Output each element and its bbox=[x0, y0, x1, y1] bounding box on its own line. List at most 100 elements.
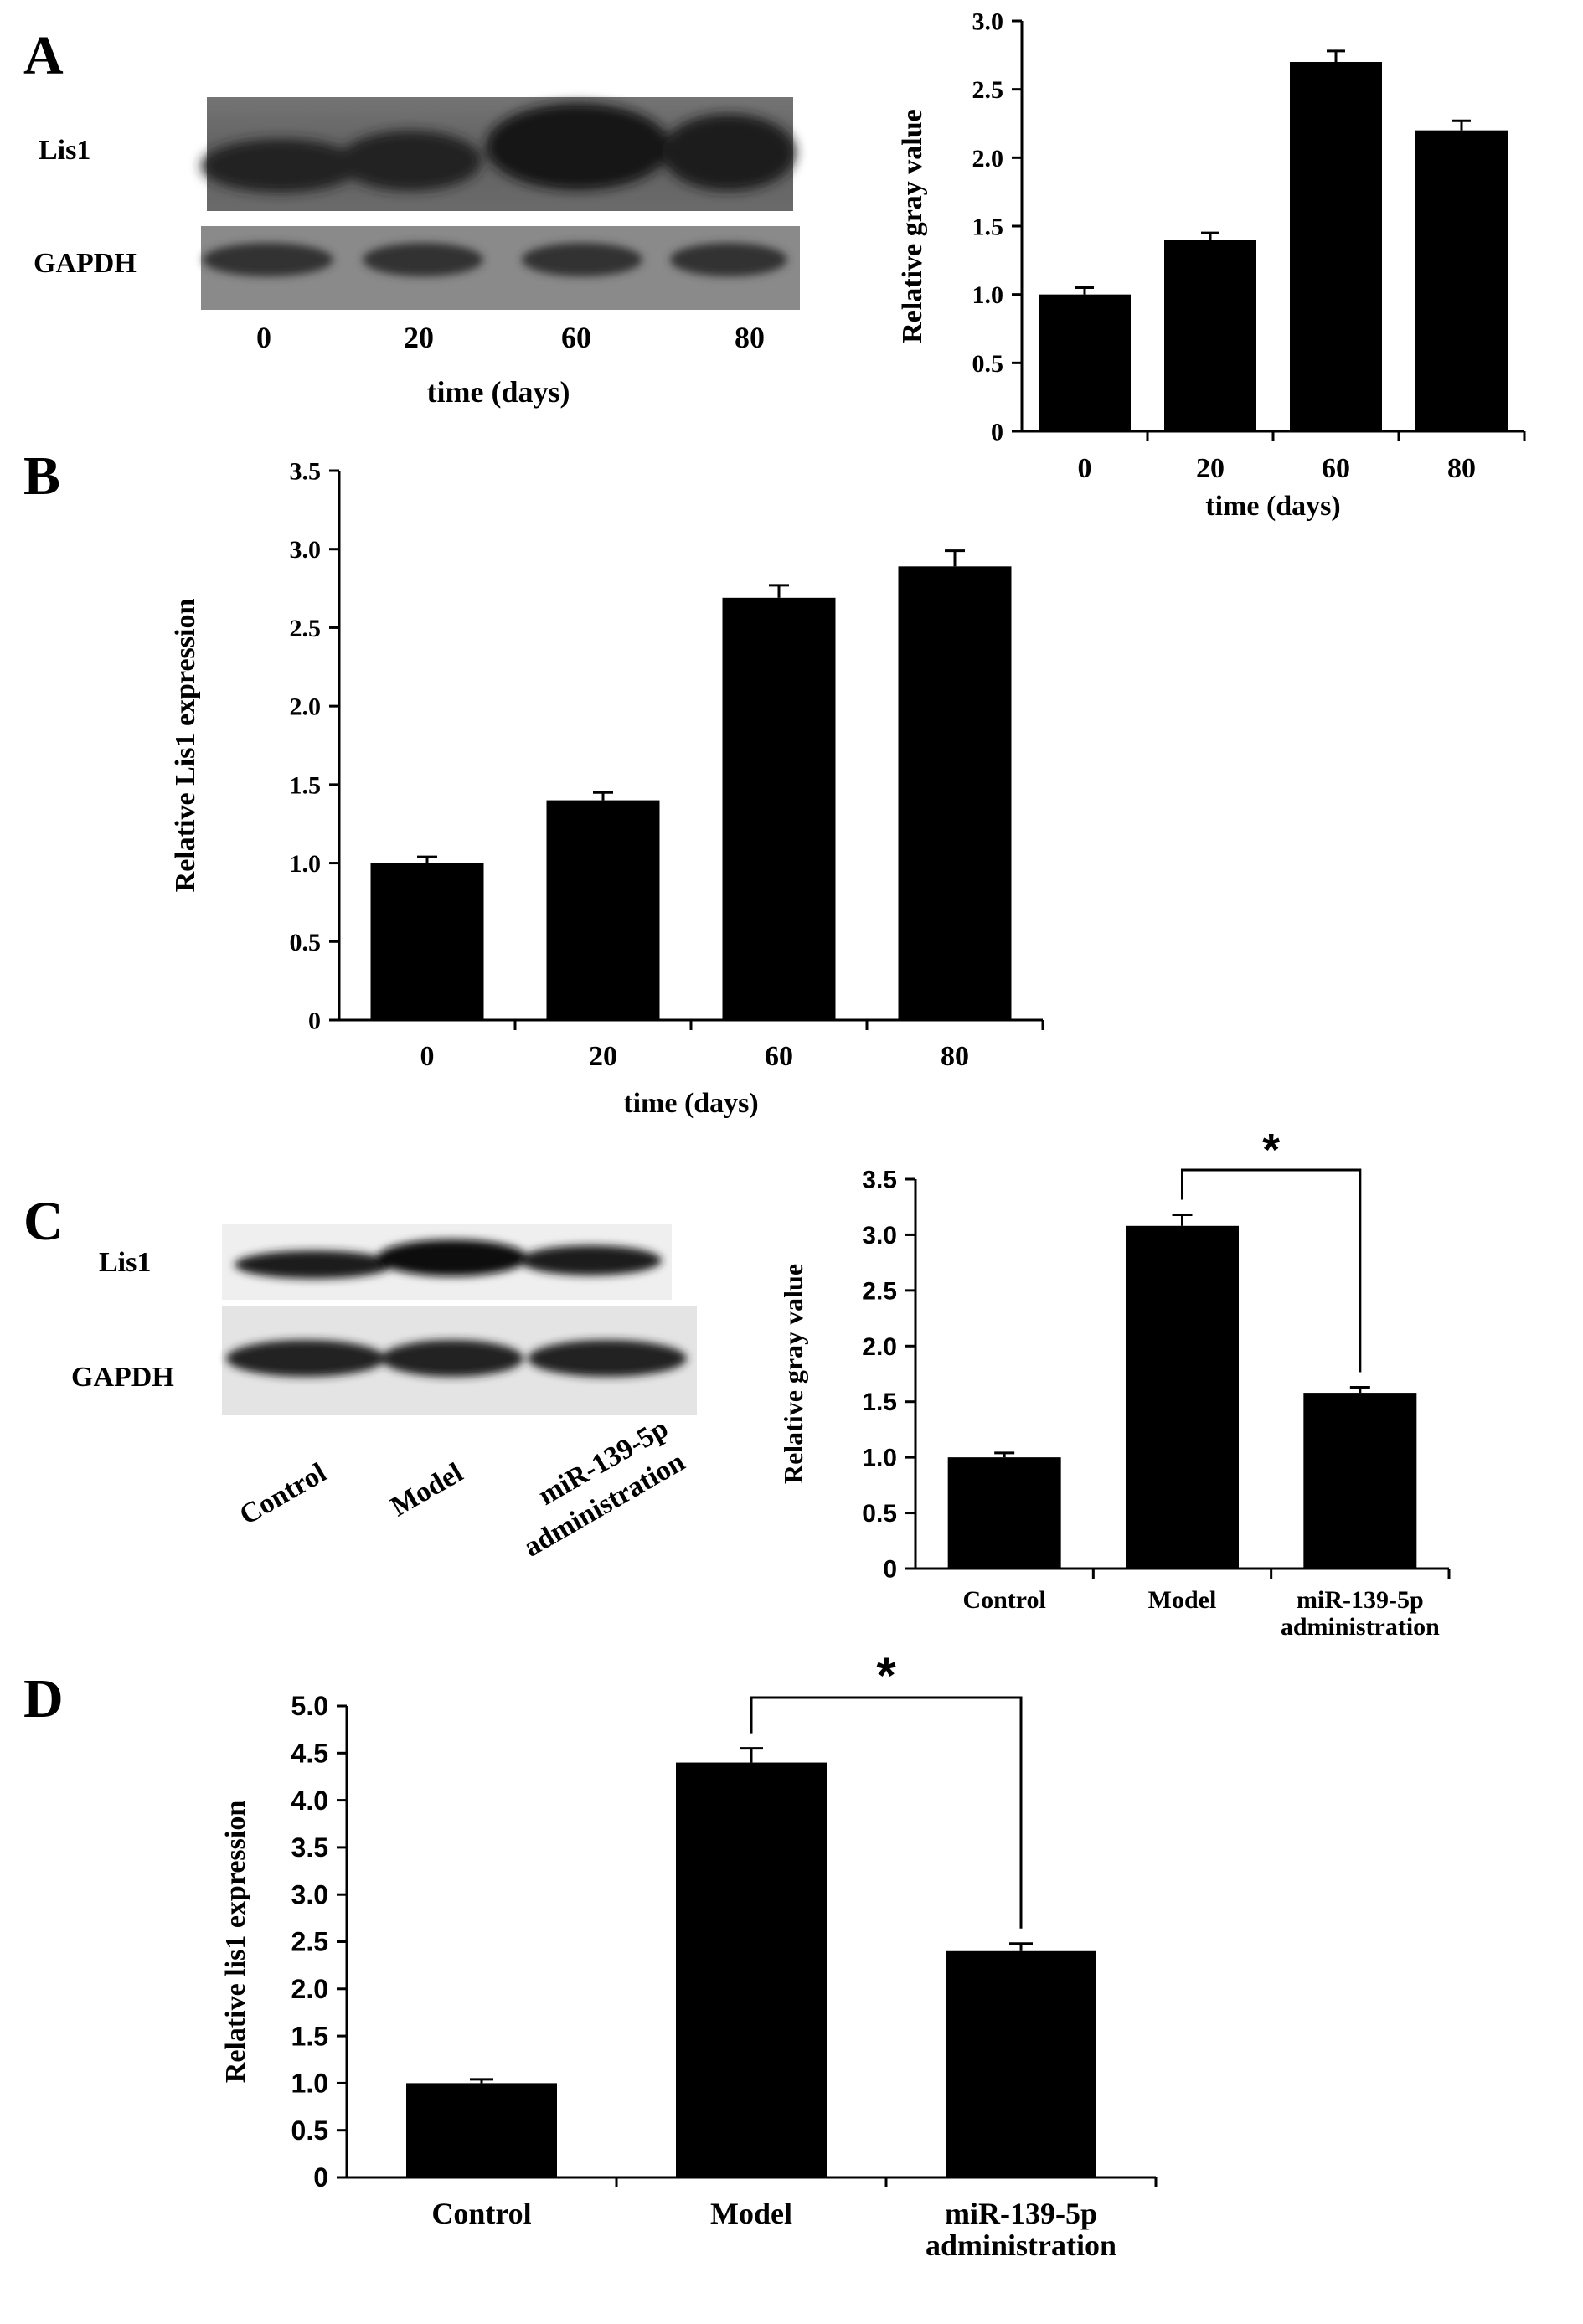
bar bbox=[1039, 294, 1131, 431]
x-tick-label: 80 bbox=[941, 1041, 969, 1072]
x-tick-label: 20 bbox=[1196, 453, 1225, 484]
blot-row-label-gapdh: GAPDH bbox=[71, 1362, 174, 1393]
y-tick-label: 3.0 bbox=[862, 1222, 897, 1250]
blot-lane-label: 20 bbox=[404, 321, 434, 354]
x-tick-label: Control bbox=[962, 1586, 1045, 1614]
blot-row-label-lis1: Lis1 bbox=[99, 1247, 151, 1278]
band-lis1-lane2 bbox=[377, 1239, 528, 1276]
band-gapdh-lane4 bbox=[670, 243, 787, 276]
y-axis-label: Relative gray value bbox=[897, 109, 928, 343]
bar bbox=[406, 2083, 557, 2177]
y-tick-label: 2.5 bbox=[290, 615, 322, 642]
x-tick-label: administration bbox=[1281, 1613, 1440, 1641]
x-tick-label: Model bbox=[1148, 1586, 1217, 1614]
y-tick-label: 2.0 bbox=[291, 1974, 328, 2004]
x-tick-label: Model bbox=[710, 2197, 792, 2230]
y-tick-label: 2.5 bbox=[972, 76, 1004, 104]
y-tick-label: 4.0 bbox=[291, 1786, 328, 1816]
significance-star: * bbox=[1262, 1125, 1280, 1175]
y-tick-label: 3.0 bbox=[972, 8, 1004, 36]
bar bbox=[1164, 240, 1256, 431]
bar-chart-C: 0 0.5 1.0 1.5 2.0 2.5 3.0 3.5 Control Model miR-13… bbox=[778, 1125, 1451, 1641]
y-tick-label: 2.5 bbox=[291, 1927, 328, 1957]
blot-row-label-lis1: Lis1 bbox=[39, 135, 90, 166]
x-axis-label: time (days) bbox=[623, 1088, 758, 1119]
blot-lane-label: Model bbox=[385, 1457, 468, 1523]
x-tick-label: 80 bbox=[1447, 453, 1476, 484]
y-tick-label: 4.5 bbox=[291, 1739, 328, 1769]
y-axis-label: Relative Lis1 expression bbox=[170, 599, 201, 893]
blot-xlabel: time (days) bbox=[427, 375, 570, 409]
bar bbox=[370, 863, 484, 1020]
y-tick-label: 1.0 bbox=[291, 2069, 328, 2099]
band-gapdh-lane2 bbox=[363, 243, 483, 276]
y-tick-label: 0 bbox=[308, 1007, 321, 1035]
bar bbox=[1126, 1225, 1239, 1569]
y-tick-label: 0.5 bbox=[291, 2115, 328, 2146]
band-lis1-lane2 bbox=[339, 131, 482, 191]
x-tick-label: Control bbox=[431, 2197, 531, 2230]
bar bbox=[1290, 62, 1382, 431]
x-axis-label: time (days) bbox=[1205, 491, 1340, 522]
y-tick-label: 3.0 bbox=[290, 536, 322, 564]
band-lis1-lane1 bbox=[235, 1250, 394, 1279]
y-tick-label: 0 bbox=[313, 2162, 328, 2193]
bar bbox=[898, 566, 1012, 1020]
western-blot-C: Lis1 GAPDH Control Model miR-139-5p admi… bbox=[71, 1224, 697, 1564]
band-gapdh-lane3 bbox=[522, 243, 642, 276]
bar bbox=[946, 1950, 1096, 2177]
bar bbox=[1415, 130, 1508, 431]
x-tick-label: 20 bbox=[589, 1041, 617, 1072]
bar bbox=[546, 800, 660, 1020]
x-tick-label: 0 bbox=[1078, 453, 1092, 484]
blot-row-label-gapdh: GAPDH bbox=[34, 248, 137, 279]
y-tick-label: 1.5 bbox=[290, 771, 322, 799]
x-tick-label: 60 bbox=[1322, 453, 1350, 484]
band-gapdh-lane2 bbox=[381, 1340, 523, 1377]
bar bbox=[676, 1762, 827, 2177]
y-tick-label: 2.0 bbox=[290, 693, 322, 721]
y-tick-label: 3.0 bbox=[291, 1879, 328, 1909]
y-tick-label: 1.0 bbox=[862, 1445, 897, 1472]
band-gapdh-lane1 bbox=[203, 243, 333, 276]
y-tick-label: 2.0 bbox=[862, 1333, 897, 1361]
y-tick-label: 1.5 bbox=[291, 2021, 328, 2051]
bar bbox=[722, 597, 836, 1020]
y-axis-label: Relative lis1 expression bbox=[220, 1801, 251, 2084]
band-lis1-lane1 bbox=[201, 139, 360, 193]
band-lis1-lane4 bbox=[662, 114, 796, 191]
y-tick-label: 1.5 bbox=[972, 214, 1004, 241]
band-lis1-lane3 bbox=[519, 1245, 662, 1275]
y-tick-label: 3.5 bbox=[290, 458, 322, 486]
significance-star: * bbox=[876, 1647, 896, 1703]
panel-letter-A: A bbox=[23, 25, 64, 86]
bar-chart-A: 0 0.5 1.0 1.5 2.0 2.5 3.0 0 20 60 80 time (days) Rel… bbox=[897, 8, 1526, 522]
band-gapdh-lane3 bbox=[528, 1340, 687, 1377]
western-blot-A: Lis1 GAPDH 0 20 60 80 time (days) bbox=[34, 97, 800, 409]
bar bbox=[1303, 1393, 1417, 1569]
bar-chart-B: 0 0.5 1.0 1.5 2.0 2.5 3.0 3.5 0 20 60 80 time (days)… bbox=[170, 458, 1044, 1119]
panel-letter-C: C bbox=[23, 1191, 64, 1252]
x-tick-label: 60 bbox=[765, 1041, 793, 1072]
y-tick-label: 0.5 bbox=[972, 350, 1004, 378]
y-tick-label: 0.5 bbox=[862, 1500, 897, 1528]
y-tick-label: 3.5 bbox=[862, 1167, 897, 1194]
significance-bracket bbox=[750, 1696, 1023, 1929]
panel-letter-D: D bbox=[23, 1668, 64, 1729]
y-tick-label: 3.5 bbox=[291, 1832, 328, 1863]
y-tick-label: 0 bbox=[883, 1556, 897, 1584]
blot-lane-label: 60 bbox=[561, 321, 591, 354]
x-tick-label: 0 bbox=[420, 1041, 435, 1072]
y-tick-label: 0.5 bbox=[290, 929, 322, 956]
blot-lane-label: Control bbox=[235, 1457, 332, 1531]
y-tick-label: 2.5 bbox=[862, 1277, 897, 1305]
y-tick-label: 5.0 bbox=[291, 1691, 328, 1721]
bar-chart-D: 0 0.5 1.0 1.5 2.0 2.5 3.0 3.5 4.0 4.5 5.0 Control Mo… bbox=[220, 1647, 1158, 2262]
x-tick-label: miR-139-5p bbox=[1297, 1586, 1424, 1614]
blot-lane-label: 0 bbox=[256, 321, 271, 354]
y-tick-label: 1.0 bbox=[972, 281, 1004, 309]
y-tick-label: 2.0 bbox=[972, 145, 1004, 173]
bar bbox=[947, 1457, 1061, 1569]
x-tick-label: miR-139-5p bbox=[945, 2197, 1097, 2230]
band-lis1-lane3 bbox=[486, 103, 670, 190]
